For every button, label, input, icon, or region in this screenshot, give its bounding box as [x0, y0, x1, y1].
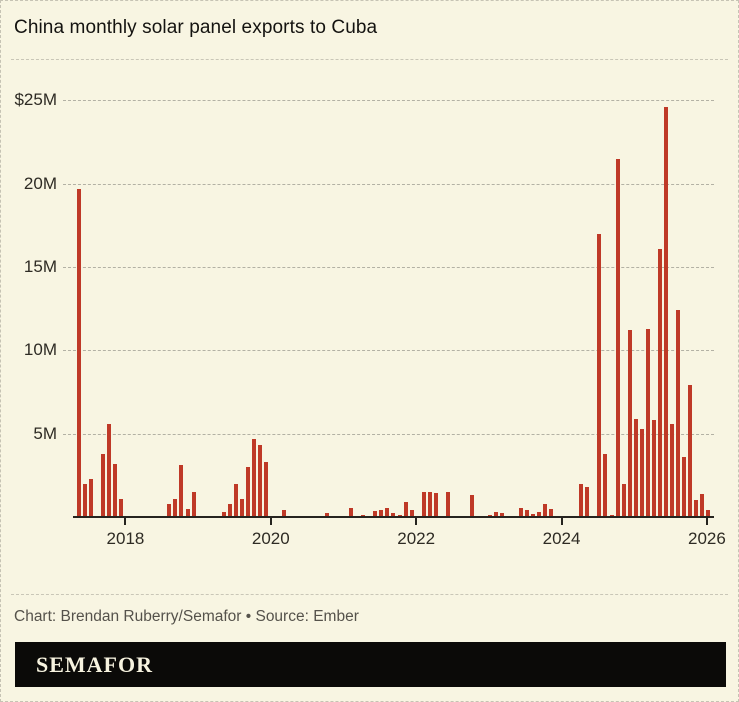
bar-2017-05: [76, 188, 81, 517]
y-axis-label-10m: 10M: [23, 340, 57, 360]
gridline-15m: [63, 266, 714, 268]
bar-2019-07: [233, 483, 238, 517]
footer-separator: [11, 594, 728, 595]
bar-2017-10: [106, 423, 111, 517]
bar-2019-05: [221, 512, 226, 517]
bar-2025-10: [688, 385, 693, 517]
gridline-25m: [63, 100, 714, 102]
bar-2024-04: [579, 483, 584, 517]
bar-2024-10: [615, 158, 620, 517]
bar-2021-08: [385, 507, 390, 517]
x-axis-label-2020: 2020: [251, 529, 290, 548]
bar-2020-03: [282, 509, 287, 517]
chart-title: China monthly solar panel exports to Cub…: [14, 17, 378, 38]
bar-2026-01: [706, 510, 711, 517]
bar-2019-11: [258, 445, 263, 517]
bar-2023-10: [542, 503, 547, 517]
bar-2018-12: [191, 492, 196, 517]
bar-2017-07: [88, 478, 93, 517]
bar-2025-05: [657, 248, 662, 517]
gridline-10m: [63, 350, 714, 352]
bar-2021-06: [373, 511, 378, 517]
bar-2023-02: [494, 512, 499, 517]
bar-2021-02: [349, 507, 354, 517]
bar-2023-08: [530, 513, 535, 517]
bar-2025-03: [645, 328, 650, 517]
x-axis-tick-2020: [269, 518, 272, 525]
bar-2024-05: [585, 487, 590, 517]
bar-2021-12: [409, 510, 414, 517]
x-axis-label-2022: 2022: [397, 529, 436, 548]
bar-2019-08: [240, 498, 245, 517]
bar-2024-11: [621, 483, 626, 517]
x-axis-tick-2024: [560, 518, 563, 525]
bar-2024-08: [603, 453, 608, 517]
bar-2024-07: [597, 233, 602, 517]
bar-2022-06: [445, 492, 450, 517]
bar-2018-11: [185, 508, 190, 517]
bar-2019-12: [264, 461, 269, 517]
bar-2025-02: [639, 428, 644, 517]
bar-2017-09: [100, 453, 105, 517]
y-axis-label-25m: $25M: [14, 90, 57, 110]
bar-2019-06: [227, 503, 232, 517]
bar-2020-10: [324, 512, 329, 517]
bars-layer: [73, 1, 714, 517]
bar-2019-10: [252, 439, 257, 517]
bar-2023-07: [524, 510, 529, 517]
x-axis-line: [73, 516, 714, 518]
bar-2025-06: [664, 106, 669, 517]
bar-2022-10: [470, 495, 475, 517]
bar-2018-10: [179, 465, 184, 517]
semafor-logo: SEMAFOR: [36, 652, 153, 677]
bar-2025-07: [670, 423, 675, 517]
gridline-5m: [63, 433, 714, 435]
bar-2021-11: [403, 502, 408, 517]
bar-2025-01: [633, 418, 638, 517]
bar-2025-04: [651, 420, 656, 517]
bar-2024-12: [627, 330, 632, 517]
bar-2025-09: [682, 456, 687, 517]
bar-2018-08: [167, 503, 172, 517]
bar-2023-03: [500, 512, 505, 517]
x-axis-label-2026: 2026: [688, 529, 726, 548]
bar-2024-09: [609, 514, 614, 517]
bar-2023-06: [518, 507, 523, 517]
x-axis-label-2018: 2018: [106, 529, 145, 548]
bar-2017-06: [82, 483, 87, 517]
y-axis-label-20m: 20M: [23, 173, 57, 193]
bar-2022-03: [427, 492, 432, 517]
bar-2017-11: [112, 463, 117, 517]
bar-2022-02: [421, 492, 426, 517]
bar-2021-09: [391, 512, 396, 517]
x-axis-tick-2018: [124, 518, 127, 525]
bar-2022-04: [433, 492, 438, 517]
bar-2018-09: [173, 498, 178, 517]
title-separator: [11, 59, 728, 60]
bar-2025-08: [676, 310, 681, 517]
bar-2023-09: [536, 512, 541, 517]
gridline-20m: [63, 183, 714, 185]
x-axis-tick-2026: [705, 518, 708, 525]
bar-2025-11: [694, 500, 699, 517]
bar-2023-11: [548, 508, 553, 517]
bar-2021-10: [397, 514, 402, 517]
y-axis-label-5m: 5M: [33, 423, 57, 443]
x-axis-tick-2022: [415, 518, 418, 525]
bar-2017-12: [118, 498, 123, 517]
y-axis-label-15m: 15M: [23, 256, 57, 276]
bar-2019-09: [246, 466, 251, 517]
bar-2021-07: [379, 509, 384, 517]
bar-2025-12: [700, 493, 705, 517]
x-axis-label-2024: 2024: [542, 529, 581, 548]
logo-bar: SEMAFOR: [15, 642, 726, 687]
credit-line: Chart: Brendan Ruberry/Semafor • Source:…: [14, 608, 359, 625]
